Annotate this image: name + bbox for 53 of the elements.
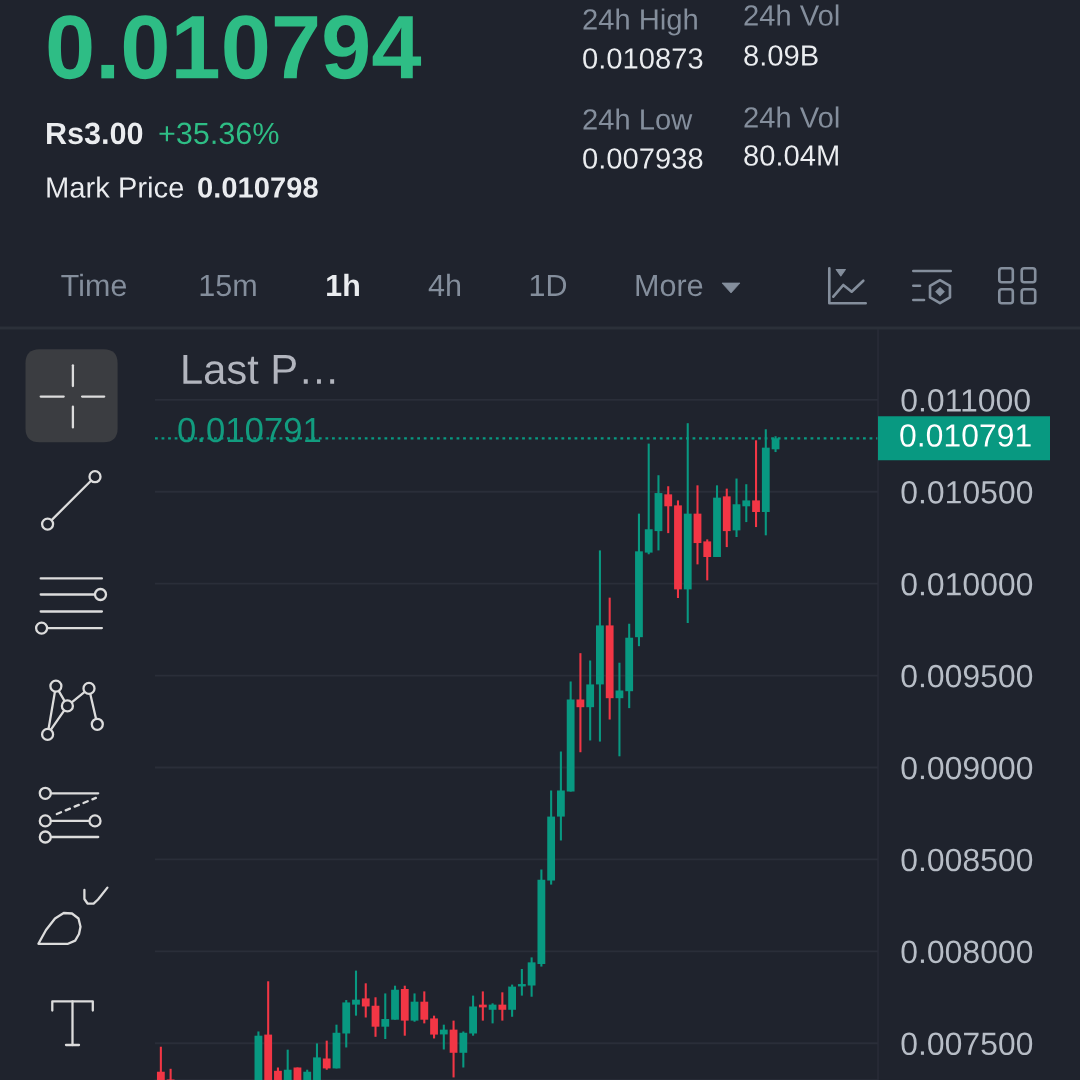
text: Mark Price <box>47 176 184 198</box>
candlestick <box>361 982 370 1019</box>
text: +35.36% <box>159 122 279 145</box>
candlestick <box>459 1030 468 1069</box>
chart-title: Last P… <box>183 355 335 385</box>
candlestick <box>498 991 507 1022</box>
candlestick <box>752 439 760 529</box>
candlestick <box>420 990 429 1025</box>
text: 8.09B <box>744 45 818 66</box>
candlestick <box>156 1045 165 1080</box>
candlestick <box>166 1067 175 1080</box>
text: Rs3.00 <box>47 122 143 145</box>
text: 0.007938 <box>583 148 703 169</box>
text: 24h High <box>583 8 697 36</box>
y-tick-label: 0.009000 <box>901 756 1033 780</box>
text: Time <box>61 273 127 297</box>
text: 0.010794 <box>48 15 422 80</box>
text: 4h <box>428 273 461 296</box>
text: 24h Low <box>583 108 693 130</box>
candlestick <box>322 1039 331 1071</box>
candlestick <box>283 1048 292 1080</box>
candlestick <box>508 983 517 1018</box>
candlestick <box>586 659 595 742</box>
text: 15m <box>200 274 256 297</box>
y-tick-label: 0.011000 <box>901 389 1030 412</box>
text: 0.010873 <box>583 48 703 69</box>
ref-line-label: 0.010791 <box>900 424 1031 447</box>
candlestick <box>381 992 390 1041</box>
y-tick-label: 0.007500 <box>901 1032 1033 1056</box>
candlestick <box>371 996 380 1038</box>
candlestick <box>742 483 751 524</box>
candlestick <box>703 538 712 582</box>
text: 1D <box>530 274 567 296</box>
candlestick <box>410 992 419 1023</box>
candlestick <box>664 485 673 535</box>
candlestick <box>615 661 624 758</box>
y-tick-label: 0.010500 <box>901 481 1033 504</box>
y-tick-label: 0.010000 <box>901 572 1033 596</box>
annotation: 0.010791 <box>178 417 321 443</box>
y-tick-label: 0.008500 <box>901 848 1033 872</box>
candlestick <box>313 1042 321 1080</box>
text: 1h <box>327 273 359 296</box>
candlestick <box>644 442 653 556</box>
candlestick <box>352 969 360 1017</box>
text: 24h Vol <box>744 106 839 128</box>
candlestick <box>430 1014 438 1040</box>
y-tick-label: 0.008000 <box>901 940 1033 964</box>
text: More <box>636 274 703 297</box>
text: 24h Vol <box>744 4 839 26</box>
y-tick-label: 0.009500 <box>901 664 1033 688</box>
candlestick <box>576 652 585 754</box>
text: 80.04M <box>744 145 838 166</box>
text: 0.010798 <box>198 177 318 198</box>
